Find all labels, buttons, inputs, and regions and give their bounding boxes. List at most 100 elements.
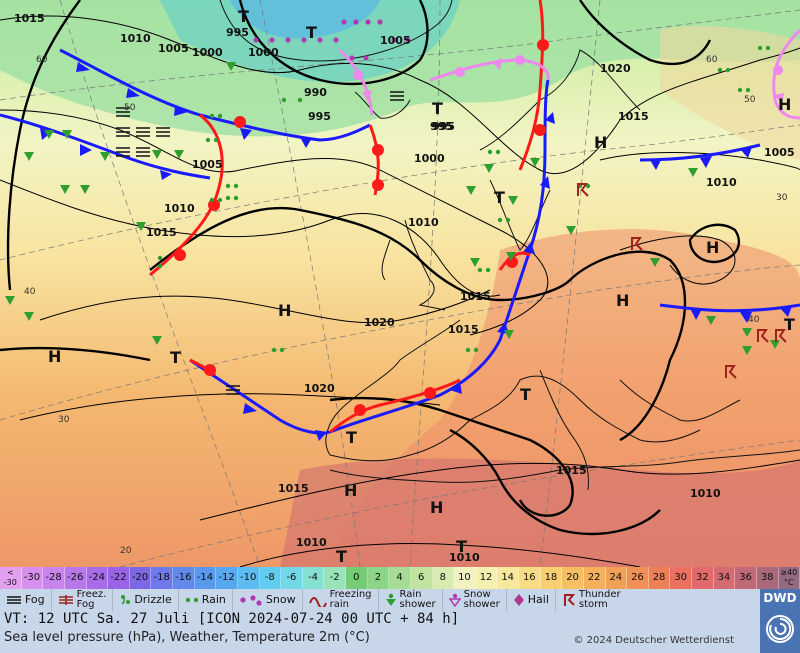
chart-description: Sea level pressure (hPa), Weather, Tempe…	[4, 630, 370, 645]
rain-dot-symbols	[157, 45, 771, 353]
coldest-zone	[230, 0, 380, 39]
hot-zone-africa	[280, 458, 800, 567]
latitude-label: 50	[124, 103, 136, 113]
isobar-label: 1000	[192, 46, 223, 59]
low-pressure-low-iceland: T	[238, 7, 249, 26]
isobar-label: 1020	[304, 382, 335, 395]
latitude-label: 50	[744, 95, 756, 105]
high-pressure-high-scandinavia: H	[594, 133, 607, 152]
isobar-label: 1020	[600, 62, 631, 75]
legend-thunderstorm-label: Thunder storm	[578, 589, 621, 610]
scale-cell: 2	[367, 567, 390, 589]
scale-cell: 20	[562, 567, 584, 589]
legend-freezing-fog-label: Freez. Fog	[76, 589, 107, 610]
high-pressure-high-north: H	[778, 95, 791, 114]
snow-symbols	[253, 19, 411, 61]
high-pressure-high-alps: H	[616, 291, 629, 310]
legend-snow-label: Snow	[265, 593, 296, 606]
low-pressure-low-iberia: T	[346, 428, 357, 447]
weather-legend: Fog Freez. Fog Drizzle Rain Snow Freezin…	[0, 589, 760, 611]
high-pressure-high-azores: H	[278, 301, 291, 320]
low-pressure-low-baltic: T	[494, 188, 505, 207]
scale-cell: -4	[302, 567, 325, 589]
isobar-label: 1010	[296, 536, 327, 549]
isobar-label: 1010	[164, 202, 195, 215]
scale-cell: -26	[64, 567, 87, 589]
scale-cell: 10	[454, 567, 476, 589]
legend-snow-shower: Snow shower	[443, 589, 507, 611]
legend-rain: Rain	[179, 589, 233, 611]
scale-cell: 24	[605, 567, 628, 589]
snow-shower-icon	[448, 593, 461, 607]
isobar-label: 995	[226, 26, 249, 39]
low-pressure-low-atlantic: T	[170, 348, 181, 367]
dwd-logo: DWD	[760, 589, 800, 653]
legend-thunderstorm: Thunder storm	[556, 589, 627, 611]
scale-cell: ≥40 °C	[778, 567, 800, 589]
isobar-label: 1005	[158, 42, 189, 55]
scale-cell: 12	[475, 567, 498, 589]
legend-rain-label: Rain	[201, 593, 226, 606]
warm-zone-russia	[660, 25, 800, 160]
latitude-label: 30	[776, 193, 788, 203]
legend-snow-shower-label: Snow shower	[463, 589, 500, 610]
legend-drizzle-label: Drizzle	[134, 593, 172, 606]
temperature-color-scale: < -30 -30 -28 -26 -24 -22 -20 -18 -16 -14 -12 -10 -8…	[0, 567, 800, 589]
legend-hail-label: Hail	[527, 593, 549, 606]
isobar-label: 1000	[248, 46, 279, 59]
legend-fog-label: Fog	[25, 593, 45, 606]
isobar-label: 1005	[764, 146, 795, 159]
rain-shower-icon	[385, 593, 396, 606]
low-pressure-low-africa: T	[456, 537, 467, 556]
fog-symbols	[116, 91, 404, 395]
rain-shower-symbols	[5, 62, 780, 355]
info-bar: VT: 12 UTC Sa. 27 Juli [ICON 2024-07-24 …	[0, 611, 760, 653]
high-pressure-high-morocco: H	[344, 481, 357, 500]
thunderstorm-symbols	[577, 183, 787, 379]
scale-cell: 16	[519, 567, 541, 589]
scale-cell: -18	[151, 567, 173, 589]
dwd-swirl-icon	[766, 615, 794, 643]
scale-cell: 36	[735, 567, 757, 589]
isobar-label: 995	[430, 120, 453, 133]
isobar-label: 995	[432, 120, 455, 133]
valid-time: VT: 12 UTC Sa. 27 Juli [ICON 2024-07-24 …	[4, 611, 460, 627]
cold-front-triangles	[40, 62, 792, 441]
scale-cell: 26	[627, 567, 649, 589]
freezing-fog-icon	[58, 595, 73, 605]
isobar-label: 1010	[449, 551, 480, 564]
isobar-label: 1010	[408, 216, 439, 229]
isobar-label: 1015	[278, 482, 309, 495]
pressure-system-letters: H H H H H H H H T T T T T T T T T T	[48, 7, 795, 566]
isobar-label: 1010	[690, 487, 721, 500]
scale-cell: -24	[86, 567, 109, 589]
isobars	[0, 15, 800, 567]
scale-cell: 6	[410, 567, 433, 589]
isobar-label: 1015	[146, 226, 177, 239]
scale-cell: 14	[497, 567, 519, 589]
latitude-label: 30	[58, 415, 70, 425]
legend-freezing-rain-label: Freezing rain	[329, 589, 372, 610]
legend-snow: Snow	[233, 589, 303, 611]
low-pressure-low-east: T	[784, 315, 795, 334]
isobar-label: 1015	[556, 464, 587, 477]
isobar-label: 1015	[448, 323, 479, 336]
hail-icon	[513, 594, 524, 606]
scale-cell: 8	[432, 567, 455, 589]
latitude-label: 60	[36, 55, 48, 65]
cold-zone-greenland	[160, 0, 460, 82]
occlusion-symbols	[353, 55, 784, 104]
legend-hail: Hail	[507, 589, 556, 611]
thunderstorm-icon	[563, 594, 575, 606]
isobar-label: 1005	[380, 34, 411, 47]
scale-cell: -16	[173, 567, 195, 589]
scale-cell: 0	[346, 567, 368, 589]
high-pressure-high-atlantic-west: H	[48, 347, 61, 366]
scale-cell: -22	[108, 567, 130, 589]
low-pressure-low-greenland: T	[306, 23, 317, 42]
scale-cell: 18	[540, 567, 563, 589]
dwd-logo-text: DWD	[763, 591, 797, 605]
isobar-label: 995	[308, 110, 331, 123]
